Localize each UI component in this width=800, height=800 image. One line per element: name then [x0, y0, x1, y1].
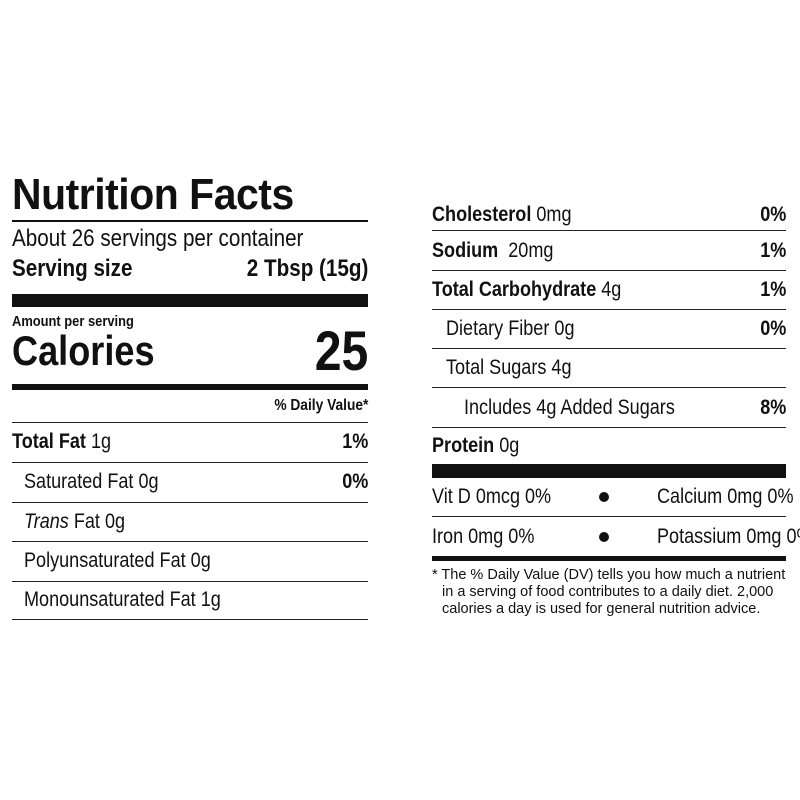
- calories-label: Calories: [12, 326, 155, 374]
- nutrient-amount: 20mg: [508, 238, 554, 262]
- nutrient-row-monounsaturated-fat: Monounsaturated Fat 1g: [12, 582, 368, 620]
- nutrient-dv: 1%: [341, 430, 368, 453]
- vitamin-row: Iron 0mg 0% Potassium 0mg 0%: [432, 517, 800, 556]
- nutrient-name: Dietary Fiber: [446, 317, 550, 340]
- nutrition-panel-left: Nutrition Facts About 26 servings per co…: [12, 170, 368, 620]
- nutrient-amount: 0mg: [536, 203, 572, 226]
- bullet-icon: [599, 492, 609, 502]
- nutrient-row-trans-fat: Trans Fat 0g: [12, 503, 368, 542]
- thick-divider: [432, 464, 786, 478]
- servings-per-container: About 26 servings per container: [12, 224, 368, 254]
- bullet-icon: [599, 531, 609, 542]
- nutrient-dv: 1%: [759, 278, 786, 301]
- nutrient-row-total-fat: Total Fat 1g 1%: [12, 423, 368, 463]
- amount-per-serving-text: Amount per serving: [12, 312, 134, 330]
- nutrient-row-protein: Protein 0g: [432, 428, 786, 464]
- nutrient-name: Polyunsaturated Fat: [24, 549, 186, 572]
- calories-value: 25: [314, 319, 368, 382]
- nutrient-amount: 4g: [551, 356, 572, 379]
- nutrition-panel-right: Cholesterol 0mg 0% Sodium 20mg 1% Total …: [432, 200, 800, 618]
- footnote: * The % Daily Value (DV) tells you how m…: [432, 567, 786, 617]
- nutrient-name-italic: Trans: [24, 509, 69, 533]
- nutrient-amount: 0g: [138, 470, 159, 493]
- nutrient-name: Protein: [432, 434, 495, 457]
- nutrient-row-polyunsaturated-fat: Polyunsaturated Fat 0g: [12, 542, 368, 582]
- nutrient-dv: 0%: [759, 203, 786, 226]
- daily-value-header: % Daily Value*: [12, 390, 368, 423]
- nutrient-amount: 1g: [200, 588, 221, 611]
- nutrient-dv: 8%: [759, 395, 786, 419]
- nutrient-row-added-sugars: Includes 4g Added Sugars 8%: [432, 388, 786, 428]
- dv-header-text: % Daily Value*: [273, 396, 368, 414]
- calories-row: Calories 25: [12, 319, 368, 382]
- calcium: Calcium 0mg 0%: [657, 485, 794, 508]
- nutrient-name: Total Sugars: [446, 356, 547, 379]
- nutrient-name: Cholesterol: [432, 203, 532, 226]
- serving-size-value: 2 Tbsp (15g): [246, 254, 368, 282]
- nutrient-name: Includes 4g Added Sugars: [464, 395, 675, 419]
- nutrient-row-total-sugars: Total Sugars 4g: [432, 349, 786, 388]
- nutrient-name: Sodium: [432, 238, 499, 262]
- nutrient-dv: 1%: [759, 238, 786, 262]
- nutrient-amount: 0g: [499, 434, 520, 457]
- nutrient-amount: 0g: [190, 549, 211, 572]
- nutrient-row-saturated-fat: Saturated Fat 0g 0%: [12, 463, 368, 503]
- medium-divider: [12, 383, 368, 390]
- label-title: Nutrition Facts: [12, 170, 368, 220]
- title-text: Nutrition Facts: [12, 170, 294, 219]
- amount-per-serving: Amount per serving: [12, 313, 368, 331]
- divider: [12, 220, 368, 222]
- potassium: Potassium 0mg 0%: [657, 524, 800, 548]
- nutrient-amount: 0g: [554, 317, 575, 340]
- nutrient-row-sodium: Sodium 20mg 1%: [432, 231, 786, 271]
- nutrient-amount: 1g: [90, 430, 112, 453]
- nutrient-row-cholesterol: Cholesterol 0mg 0%: [432, 200, 786, 231]
- vitamin-row: Vit D 0mcg 0% Calcium 0mg 0%: [432, 478, 794, 517]
- nutrient-name: Total Fat: [12, 430, 86, 453]
- nutrient-amount: 4g: [601, 278, 622, 301]
- vitamin-d: Vit D 0mcg 0%: [432, 485, 552, 508]
- iron: Iron 0mg 0%: [432, 524, 535, 548]
- servings-text: About 26 servings per container: [12, 224, 304, 252]
- nutrient-dv: 0%: [341, 470, 368, 493]
- thick-divider: [12, 293, 368, 307]
- nutrient-name: Monounsaturated Fat: [24, 588, 196, 611]
- nutrient-amount: 0g: [104, 509, 126, 533]
- nutrient-row-dietary-fiber: Dietary Fiber 0g 0%: [432, 310, 786, 349]
- nutrient-name: Saturated Fat: [24, 470, 134, 493]
- nutrient-name: Total Carbohydrate: [432, 278, 597, 301]
- nutrient-row-total-carbohydrate: Total Carbohydrate 4g 1%: [432, 271, 786, 310]
- nutrient-name: Fat: [68, 509, 100, 533]
- medium-divider: [432, 556, 786, 561]
- serving-size-label: Serving size: [12, 254, 133, 282]
- serving-size-row: Serving size 2 Tbsp (15g): [12, 254, 368, 284]
- nutrient-dv: 0%: [759, 317, 786, 340]
